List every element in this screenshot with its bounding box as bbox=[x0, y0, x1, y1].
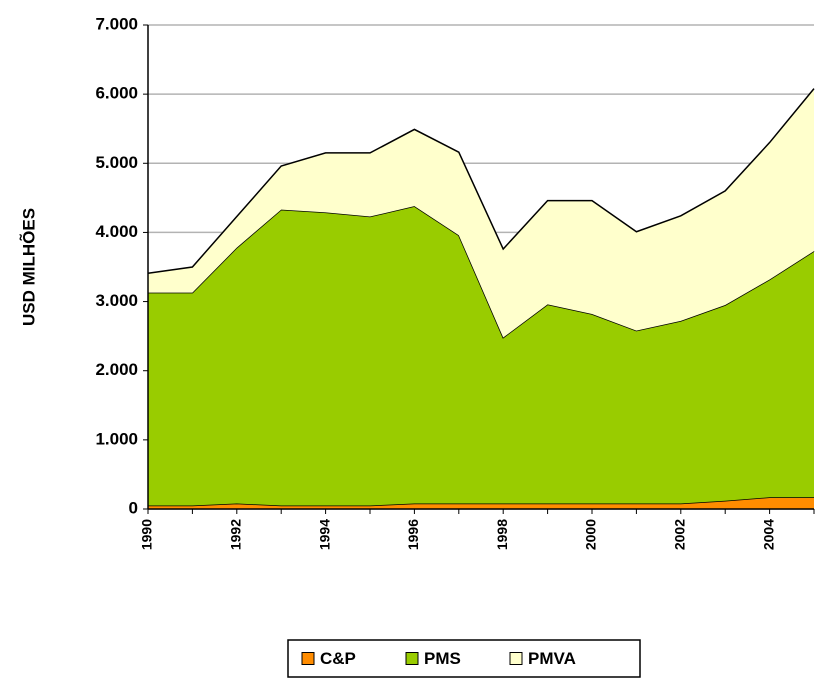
legend-box bbox=[287, 639, 641, 678]
x-tick-label: 1996 bbox=[405, 519, 421, 550]
x-tick-label: 1992 bbox=[228, 519, 244, 550]
area bbox=[148, 88, 814, 338]
y-tick-label: 6.000 bbox=[95, 84, 138, 103]
x-tick-label: 2000 bbox=[583, 519, 599, 550]
area bbox=[148, 206, 814, 506]
y-tick-label: 2.000 bbox=[95, 360, 138, 379]
x-tick-label: 2004 bbox=[760, 519, 776, 550]
y-axis-title: USD MILHÕES bbox=[18, 208, 38, 326]
y-tick-label: 7.000 bbox=[95, 14, 138, 33]
area-outline bbox=[147, 88, 815, 274]
x-tick-label: 1994 bbox=[316, 519, 332, 550]
y-tick-label: 0 bbox=[129, 498, 138, 517]
legend-label: C&P bbox=[320, 649, 356, 668]
legend-swatch bbox=[509, 652, 523, 665]
legend-label: PMVA bbox=[528, 649, 576, 668]
x-tick-label: 1998 bbox=[494, 519, 510, 550]
legend-swatch bbox=[301, 652, 315, 665]
x-tick-label: 2002 bbox=[672, 519, 688, 550]
legend-label: PMS bbox=[424, 649, 461, 668]
x-tick-label: 1990 bbox=[139, 519, 155, 550]
legend-swatch bbox=[405, 652, 419, 665]
y-tick-label: 4.000 bbox=[95, 222, 138, 241]
y-tick-label: 5.000 bbox=[95, 153, 138, 172]
y-tick-label: 3.000 bbox=[95, 291, 138, 310]
y-tick-label: 1.000 bbox=[95, 429, 138, 448]
